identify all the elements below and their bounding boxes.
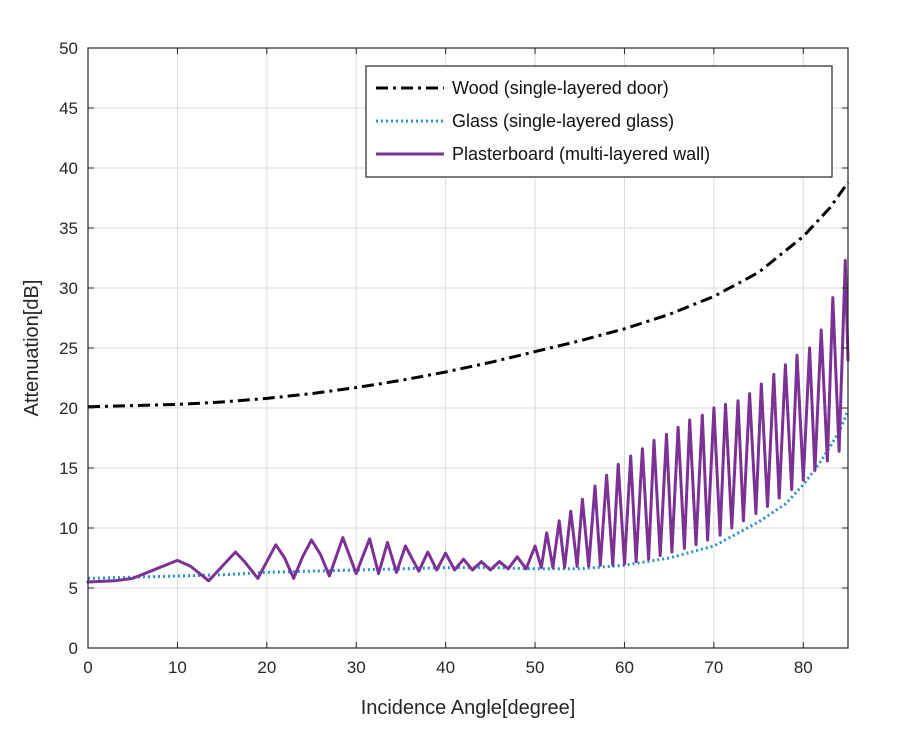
y-tick-label: 50	[59, 39, 78, 58]
series-layer	[86, 181, 850, 584]
legend-entry-label: Wood (single-layered door)	[452, 78, 669, 98]
legend-entry-label: Plasterboard (multi-layered wall)	[452, 144, 710, 164]
x-tick-label: 30	[347, 658, 366, 677]
y-axis-label: Attenuation[dB]	[21, 280, 43, 417]
y-tick-label: 20	[59, 399, 78, 418]
x-tick-label: 60	[615, 658, 634, 677]
y-tick-label: 40	[59, 159, 78, 178]
x-tick-label: 50	[526, 658, 545, 677]
legend-box	[365, 65, 833, 178]
series-line-3	[86, 258, 850, 584]
x-tick-label: 40	[436, 658, 455, 677]
legend-entry-label: Glass (single-layered glass)	[452, 111, 674, 131]
y-tick-label: 0	[69, 639, 78, 658]
legend: Wood (single-layered door) Glass (single-…	[365, 65, 833, 178]
x-tick-label: 20	[257, 658, 276, 677]
series-line-1	[87, 181, 850, 409]
y-tick-label: 10	[59, 519, 78, 538]
y-tick-label: 35	[59, 219, 78, 238]
x-tick-label: 0	[83, 658, 92, 677]
x-axis-label: Incidence Angle[degree]	[361, 697, 576, 719]
y-tick-label: 25	[59, 339, 78, 358]
x-tick-label: 10	[168, 658, 187, 677]
y-tick-label: 5	[69, 579, 78, 598]
y-tick-label: 15	[59, 459, 78, 478]
ticks: 0 10 20 30 40 50 60 70 80 0 5 10 15 20 25 30 35 40 45 50	[59, 39, 848, 677]
x-tick-label: 70	[704, 658, 723, 677]
x-tick-label: 80	[794, 658, 813, 677]
y-tick-label: 30	[59, 279, 78, 298]
y-tick-label: 45	[59, 99, 78, 118]
